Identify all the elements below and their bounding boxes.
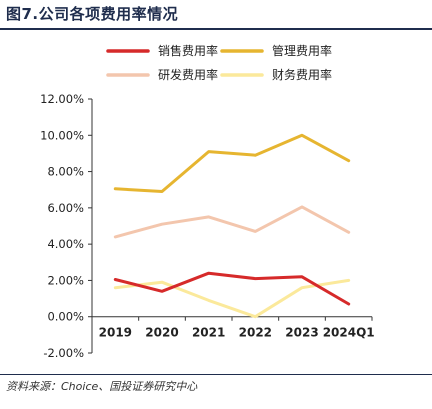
y-tick-label: -2.00% [43,346,84,360]
series-line-4 [113,278,351,319]
x-tick-label: 2022 [239,326,272,340]
source-rule [0,374,432,375]
source-note: 资料来源：Choice、国投证券研究中心 [6,380,198,393]
y-tick-label: 0.00% [47,310,84,324]
legend-label: 管理费用率 [272,43,332,58]
y-tick-label: 4.00% [47,237,84,251]
title-rule [0,28,432,30]
x-tick-label: 2019 [99,326,132,340]
x-tick-label: 2020 [145,326,178,340]
x-tick-label: 2021 [192,326,225,340]
y-tick-label: 10.00% [40,128,84,142]
figure-title: 图7.公司各项费用率情况 [6,5,179,23]
x-tick-label: 2023 [285,326,318,340]
series-lines [113,133,351,319]
legend-label: 销售费用率 [158,43,218,58]
y-tick-label: 6.00% [47,201,84,215]
series-line-3 [113,205,351,239]
y-axis: -2.00% 0.00% 2.00% 4.00% 6.00% 8.00% 10.00% 12.… [40,92,93,360]
y-tick-label: 2.00% [47,273,84,287]
series-line-1 [113,271,351,306]
y-tick-label: 12.00% [40,92,84,106]
x-axis: 2019 2020 2021 2022 2023 2024Q1 [91,316,375,340]
series-line-2 [113,133,351,193]
legend-label: 财务费用率 [272,67,332,82]
y-tick-label: 8.00% [47,165,84,179]
x-tick-label: 2024Q1 [323,326,375,340]
legend-label: 研发费用率 [158,67,218,82]
